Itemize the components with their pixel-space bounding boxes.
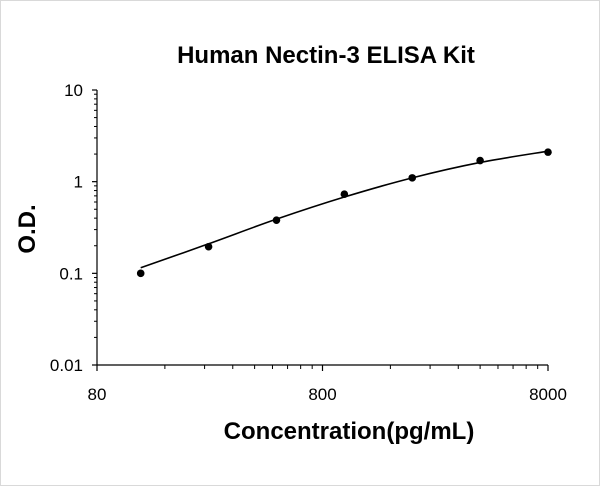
data-point bbox=[340, 190, 349, 198]
data-point bbox=[476, 156, 484, 165]
data-point bbox=[408, 174, 417, 182]
y-tick-label: 0.01 bbox=[50, 356, 83, 375]
data-point bbox=[272, 216, 281, 224]
x-tick-label: 8000 bbox=[529, 385, 567, 404]
axes: 10 1 0.1 0.01 80 800 8000 bbox=[50, 81, 567, 404]
y-tick-label: 0.1 bbox=[59, 264, 83, 283]
x-tick-label: 80 bbox=[88, 385, 107, 404]
x-tick-label: 800 bbox=[308, 385, 336, 404]
fit-curve-line bbox=[140, 150, 549, 269]
plot-area bbox=[136, 148, 552, 278]
data-point bbox=[204, 242, 213, 251]
x-axis-title: Concentration(pg/mL) bbox=[224, 418, 475, 445]
data-point bbox=[136, 269, 145, 278]
data-point bbox=[544, 148, 552, 156]
y-axis-title: O.D. bbox=[14, 204, 41, 253]
chart-title: Human Nectin-3 ELISA Kit bbox=[177, 42, 475, 69]
y-tick-label: 10 bbox=[64, 81, 83, 100]
y-tick-label: 1 bbox=[74, 173, 83, 192]
